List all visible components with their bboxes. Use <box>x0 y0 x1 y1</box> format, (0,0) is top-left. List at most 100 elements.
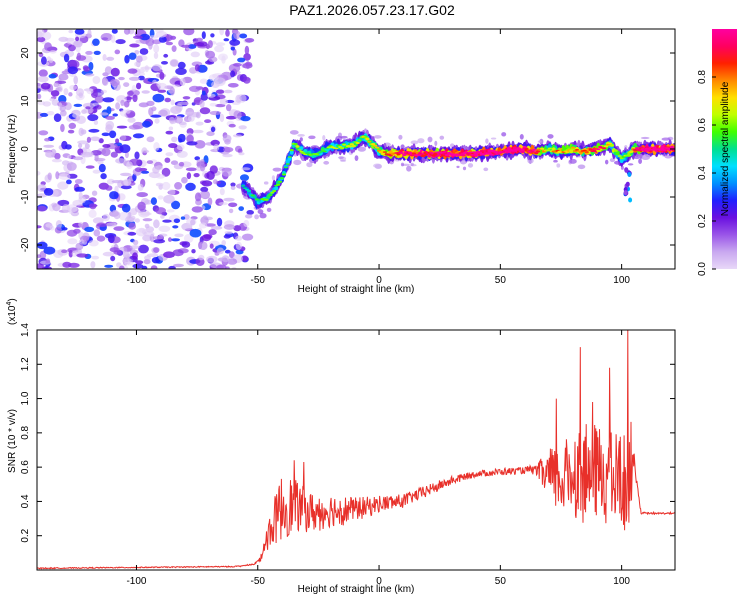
spectrogram-ridge-cell <box>648 146 653 149</box>
snr-axes: -100 -50 0 50 100 0.2 0.4 0.6 0.8 1.0 1.2 1.4 <box>20 323 675 587</box>
spectrogram-ridge-cell <box>501 151 506 154</box>
spectrogram-noise-cell <box>45 223 53 228</box>
spectrogram-noise-cell <box>228 202 238 208</box>
spectrogram-faint-cell <box>322 135 326 141</box>
spectrogram-noise-cell <box>244 45 250 55</box>
spectrogram-ridge-cell <box>411 152 417 155</box>
spectrogram-ridge-cell <box>254 198 259 201</box>
spectrogram-faint-cell <box>577 164 586 170</box>
spectrogram-noise-cell <box>166 209 175 213</box>
spectrogram-ridge-cell <box>326 146 331 149</box>
spectrogram-noise-cell <box>75 36 80 42</box>
spectrogram-noise-cell <box>241 255 249 262</box>
spectrogram-ridge-cell <box>349 143 354 146</box>
colorbar-tick-label: 0.2 <box>697 214 708 228</box>
spectrogram-faint-cell <box>257 209 264 215</box>
spectrogram-faint-cell <box>293 159 302 166</box>
spectrogram-noise-cell <box>38 130 49 136</box>
spectrogram-ridge-cell <box>637 148 642 152</box>
spectrogram-noise-cell <box>55 171 60 180</box>
spectrogram-ridge-cell <box>433 153 438 156</box>
spectrogram-ridge-cell <box>281 173 287 176</box>
spectrogram-noise-cell <box>106 106 112 115</box>
spectrogram-noise-cell <box>169 86 175 96</box>
spectrogram-noise-cell <box>138 68 145 74</box>
spectrogram-noise-cell <box>123 251 130 259</box>
spectrogram-noise-cell <box>110 255 116 262</box>
spectrogram-noise-cell <box>128 76 141 81</box>
spectrogram-noise-cell <box>139 33 150 41</box>
spectrogram-noise-cell <box>188 44 197 49</box>
spectrogram-noise-cell <box>153 44 160 53</box>
spectrogram-ridge-cell <box>402 154 407 156</box>
spectrogram-noise-cell <box>198 254 205 261</box>
spectrogram-noise-cell <box>161 181 171 191</box>
spectrogram-noise-cell <box>195 121 204 126</box>
spectrogram-noise-cell <box>173 263 184 268</box>
spectrogram-faint-cell <box>460 159 467 165</box>
spectrogram-faint-cell <box>354 155 359 162</box>
spectrogram-noise-cell <box>115 39 126 45</box>
spectrogram-noise-cell <box>198 241 208 250</box>
spectrogram-noise-cell <box>132 263 144 269</box>
spectrogram-faint-cell <box>410 162 414 167</box>
spectrogram-ridge-cell <box>656 148 661 150</box>
snr-series-line <box>37 330 675 570</box>
spectrogram-noise-cell <box>37 170 41 176</box>
spectrogram-noise-cell <box>76 253 89 258</box>
spectrogram-noise-cell <box>139 48 149 55</box>
spectrogram-ridge-cell <box>613 149 618 152</box>
spectrogram-noise-cell <box>210 226 223 230</box>
spectrogram-noise-cell <box>183 233 194 243</box>
spectrogram-noise-cell <box>68 29 74 34</box>
spectrogram-noise-cell <box>127 68 138 74</box>
spectrogram-ridge-cell <box>297 149 302 151</box>
spectrogram-noise-cell <box>83 66 91 72</box>
spectrogram-noise-cell <box>186 141 198 146</box>
spectrogram-noise-cell <box>178 39 185 47</box>
spectrogram-noise-cell <box>176 144 185 151</box>
spectrogram-noise-cell <box>146 100 155 107</box>
spectrogram-noise-cell <box>124 54 130 64</box>
spectrogram-noise-cell <box>131 84 137 92</box>
spectrogram-noise-cell <box>45 151 54 156</box>
spectrogram-ridge-cell <box>507 150 512 153</box>
spectrogram-noise-cell <box>175 67 187 75</box>
spectrogram-noise-cell <box>142 218 153 222</box>
spectrogram-noise-cell <box>187 115 195 122</box>
spectrogram-noise-cell <box>78 143 83 149</box>
spectrogram-noise-cell <box>51 99 60 106</box>
spectrogram-noise-cell <box>73 103 83 107</box>
spectrogram-noise-cell <box>37 75 49 83</box>
spectrogram-noise-cell <box>201 90 206 96</box>
spectrogram-noise-cell <box>43 144 55 148</box>
spectrogram-spur-cell <box>628 197 633 203</box>
spectrogram-ridge-cell <box>638 146 644 149</box>
snr-xtick-label: 50 <box>495 576 507 587</box>
spectrogram-ridge-cell <box>318 150 323 153</box>
spectrogram-faint-cell <box>398 134 403 140</box>
spectrogram-noise-cell <box>192 129 204 134</box>
spectrogram-noise-cell <box>93 229 101 237</box>
spectrogram-noise-cell <box>182 96 191 100</box>
spectrogram-faint-cell <box>406 165 412 172</box>
spectrogram-noise-cell <box>126 161 133 169</box>
spectrogram-noise-cell <box>126 90 134 96</box>
spectrogram-noise-cell <box>194 192 202 202</box>
spectrogram-noise-cell <box>88 209 97 218</box>
spectrogram-noise-cell <box>209 102 217 107</box>
spectrogram-noise-cell <box>76 88 84 97</box>
spectrogram-noise-cell <box>152 93 165 103</box>
spectrogram-noise-cell <box>206 255 218 263</box>
spectrogram-noise-cell <box>92 38 100 46</box>
spectrogram-noise-cell <box>148 35 159 39</box>
spectrogram-noise-cell <box>124 151 129 159</box>
spectrogram-noise-cell <box>140 212 152 216</box>
spectrogram-faint-cell <box>373 135 382 139</box>
spectrogram-noise-cell <box>140 170 150 174</box>
snr-ytick-label: 0.4 <box>20 494 31 508</box>
svg-text:(x104): (x104) <box>6 298 18 325</box>
spectrogram-noise-cell <box>195 37 203 42</box>
spectrogram-faint-cell <box>340 159 347 162</box>
